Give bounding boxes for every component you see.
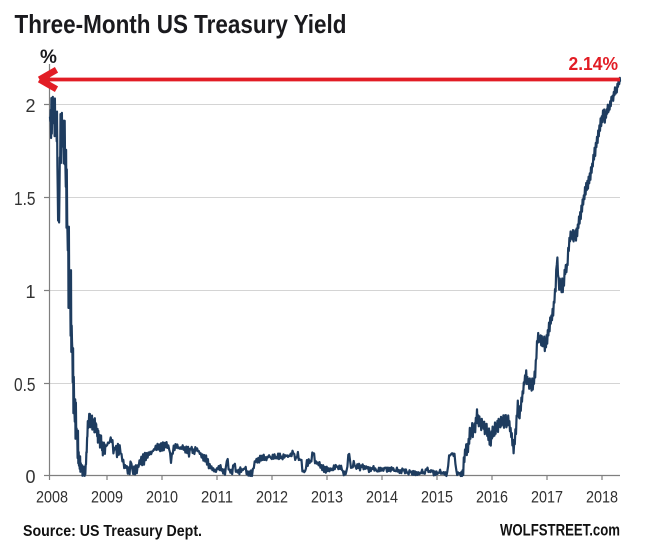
- svg-text:0.5: 0.5: [14, 375, 36, 395]
- svg-text:Three-Month US Treasury Yield: Three-Month US Treasury Yield: [15, 9, 347, 39]
- svg-text:WOLFSTREET.com: WOLFSTREET.com: [500, 521, 620, 540]
- svg-text:2009: 2009: [91, 488, 123, 507]
- svg-text:2.14%: 2.14%: [569, 54, 619, 74]
- svg-text:2018: 2018: [586, 488, 618, 507]
- svg-text:2012: 2012: [256, 488, 288, 507]
- svg-text:2015: 2015: [421, 488, 453, 507]
- svg-text:2: 2: [25, 96, 35, 116]
- svg-text:1: 1: [25, 282, 35, 302]
- svg-text:%: %: [40, 47, 57, 68]
- svg-text:2011: 2011: [201, 488, 233, 507]
- svg-text:2010: 2010: [146, 488, 178, 507]
- svg-text:0: 0: [25, 467, 35, 487]
- svg-text:2014: 2014: [366, 488, 398, 507]
- svg-text:Source: US Treasury Dept.: Source: US Treasury Dept.: [23, 523, 202, 540]
- svg-text:2013: 2013: [311, 488, 343, 507]
- svg-text:1.5: 1.5: [14, 189, 36, 209]
- svg-text:2008: 2008: [36, 488, 68, 507]
- svg-text:2016: 2016: [476, 488, 508, 507]
- svg-text:2017: 2017: [531, 488, 563, 507]
